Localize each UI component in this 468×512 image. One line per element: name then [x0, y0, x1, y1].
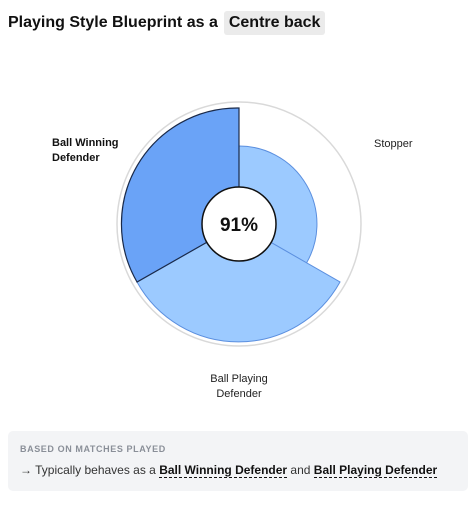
label-ball-winning-defender: Ball Winning Defender: [52, 136, 119, 166]
arrow-icon: →: [20, 463, 32, 477]
center-percentage: 91%: [220, 215, 258, 236]
label-ball-winning-line1: Ball Winning: [52, 137, 119, 149]
label-ball-playing-defender: Ball Playing Defender: [204, 372, 274, 402]
center-circle: [201, 186, 277, 262]
summary-heading: BASED ON MATCHES PLAYED: [20, 444, 166, 454]
role-link-ball-playing-defender[interactable]: Ball Playing Defender: [313, 463, 438, 478]
label-ball-playing-line1: Ball Playing: [210, 373, 268, 385]
label-stopper: Stopper: [374, 138, 413, 150]
summary-prefix: Typically behaves as a: [32, 463, 160, 477]
position-badge[interactable]: Centre back: [223, 11, 326, 35]
summary-panel: BASED ON MATCHES PLAYED → Typically beha…: [8, 431, 468, 491]
page-title: Playing Style Blueprint as a Centre back: [8, 10, 326, 36]
playing-style-chart: 91%: [116, 101, 362, 347]
summary-text: → Typically behaves as a Ball Winning De…: [20, 463, 456, 478]
label-ball-winning-line2: Defender: [52, 152, 100, 164]
title-text: Playing Style Blueprint as a: [8, 14, 218, 31]
label-ball-playing-line2: Defender: [216, 388, 262, 400]
role-link-ball-winning-defender[interactable]: Ball Winning Defender: [159, 463, 288, 478]
summary-joiner: and: [287, 463, 314, 477]
